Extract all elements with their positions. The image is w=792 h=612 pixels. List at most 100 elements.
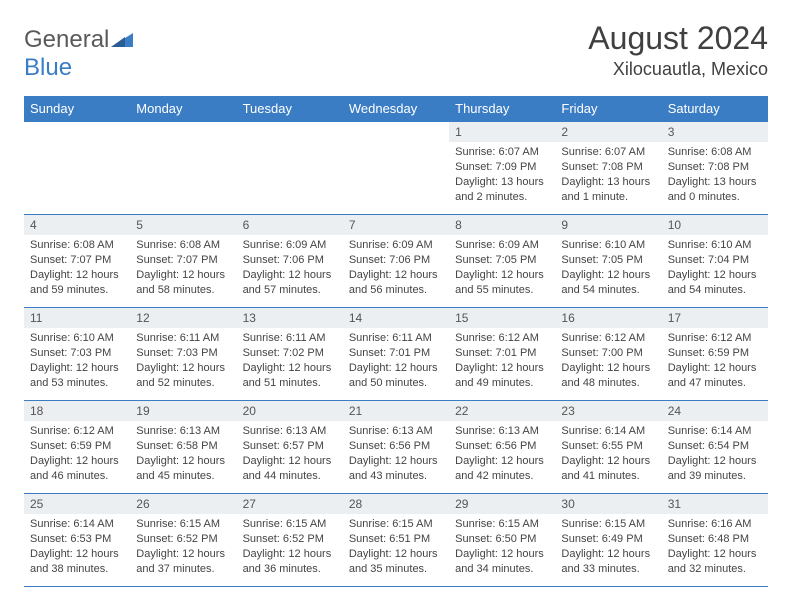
daylight-line: Daylight: 12 hours and 59 minutes. [30, 268, 124, 298]
day-number: 23 [555, 401, 661, 421]
day-number: 5 [130, 215, 236, 235]
calendar-cell: 12Sunrise: 6:11 AMSunset: 7:03 PMDayligh… [130, 308, 236, 401]
sunset-line: Sunset: 7:03 PM [30, 346, 124, 361]
sunset-line: Sunset: 7:09 PM [455, 160, 549, 175]
day-details: Sunrise: 6:08 AMSunset: 7:07 PMDaylight:… [24, 235, 130, 301]
sunrise-line: Sunrise: 6:11 AM [136, 331, 230, 346]
day-details: Sunrise: 6:13 AMSunset: 6:57 PMDaylight:… [237, 421, 343, 487]
sunset-line: Sunset: 6:58 PM [136, 439, 230, 454]
calendar-week-row: 1Sunrise: 6:07 AMSunset: 7:09 PMDaylight… [24, 122, 768, 215]
day-number: 19 [130, 401, 236, 421]
sunrise-line: Sunrise: 6:07 AM [455, 145, 549, 160]
calendar-cell: 26Sunrise: 6:15 AMSunset: 6:52 PMDayligh… [130, 494, 236, 587]
calendar-cell: 1Sunrise: 6:07 AMSunset: 7:09 PMDaylight… [449, 122, 555, 215]
calendar-cell: 9Sunrise: 6:10 AMSunset: 7:05 PMDaylight… [555, 215, 661, 308]
brand-part2: Blue [24, 54, 72, 81]
calendar-cell [130, 122, 236, 215]
sunrise-line: Sunrise: 6:09 AM [243, 238, 337, 253]
sunset-line: Sunset: 7:07 PM [30, 253, 124, 268]
sunrise-line: Sunrise: 6:08 AM [136, 238, 230, 253]
daylight-line: Daylight: 12 hours and 51 minutes. [243, 361, 337, 391]
calendar-cell: 24Sunrise: 6:14 AMSunset: 6:54 PMDayligh… [662, 401, 768, 494]
day-details: Sunrise: 6:11 AMSunset: 7:02 PMDaylight:… [237, 328, 343, 394]
sunrise-line: Sunrise: 6:14 AM [561, 424, 655, 439]
sunrise-line: Sunrise: 6:13 AM [136, 424, 230, 439]
sunset-line: Sunset: 6:52 PM [136, 532, 230, 547]
day-number: 9 [555, 215, 661, 235]
daylight-line: Daylight: 12 hours and 42 minutes. [455, 454, 549, 484]
daylight-line: Daylight: 12 hours and 37 minutes. [136, 547, 230, 577]
weekday-header: Thursday [449, 96, 555, 122]
sunrise-line: Sunrise: 6:08 AM [668, 145, 762, 160]
sunrise-line: Sunrise: 6:13 AM [349, 424, 443, 439]
sunrise-line: Sunrise: 6:08 AM [30, 238, 124, 253]
sunrise-line: Sunrise: 6:12 AM [668, 331, 762, 346]
title-block: August 2024 Xilocuautla, Mexico [588, 20, 768, 80]
day-number: 17 [662, 308, 768, 328]
daylight-line: Daylight: 12 hours and 39 minutes. [668, 454, 762, 484]
calendar-week-row: 25Sunrise: 6:14 AMSunset: 6:53 PMDayligh… [24, 494, 768, 587]
sunrise-line: Sunrise: 6:15 AM [136, 517, 230, 532]
day-details: Sunrise: 6:16 AMSunset: 6:48 PMDaylight:… [662, 514, 768, 580]
calendar-table: SundayMondayTuesdayWednesdayThursdayFrid… [24, 96, 768, 587]
calendar-cell: 4Sunrise: 6:08 AMSunset: 7:07 PMDaylight… [24, 215, 130, 308]
day-number: 20 [237, 401, 343, 421]
calendar-cell [24, 122, 130, 215]
day-details: Sunrise: 6:09 AMSunset: 7:06 PMDaylight:… [237, 235, 343, 301]
day-details: Sunrise: 6:13 AMSunset: 6:56 PMDaylight:… [343, 421, 449, 487]
header: GeneralBlue August 2024 Xilocuautla, Mex… [24, 20, 768, 82]
calendar-cell: 27Sunrise: 6:15 AMSunset: 6:52 PMDayligh… [237, 494, 343, 587]
weekday-header: Tuesday [237, 96, 343, 122]
calendar-cell: 16Sunrise: 6:12 AMSunset: 7:00 PMDayligh… [555, 308, 661, 401]
sunrise-line: Sunrise: 6:14 AM [668, 424, 762, 439]
calendar-cell: 5Sunrise: 6:08 AMSunset: 7:07 PMDaylight… [130, 215, 236, 308]
daylight-line: Daylight: 13 hours and 1 minute. [561, 175, 655, 205]
daylight-line: Daylight: 12 hours and 46 minutes. [30, 454, 124, 484]
calendar-cell: 14Sunrise: 6:11 AMSunset: 7:01 PMDayligh… [343, 308, 449, 401]
calendar-cell: 15Sunrise: 6:12 AMSunset: 7:01 PMDayligh… [449, 308, 555, 401]
daylight-line: Daylight: 12 hours and 32 minutes. [668, 547, 762, 577]
sunrise-line: Sunrise: 6:11 AM [349, 331, 443, 346]
brand-text: GeneralBlue [24, 26, 133, 82]
day-details: Sunrise: 6:15 AMSunset: 6:52 PMDaylight:… [237, 514, 343, 580]
sunset-line: Sunset: 6:59 PM [668, 346, 762, 361]
day-details: Sunrise: 6:08 AMSunset: 7:08 PMDaylight:… [662, 142, 768, 208]
day-details: Sunrise: 6:10 AMSunset: 7:04 PMDaylight:… [662, 235, 768, 301]
sunrise-line: Sunrise: 6:13 AM [243, 424, 337, 439]
sunrise-line: Sunrise: 6:15 AM [243, 517, 337, 532]
daylight-line: Daylight: 12 hours and 56 minutes. [349, 268, 443, 298]
sunrise-line: Sunrise: 6:07 AM [561, 145, 655, 160]
sunset-line: Sunset: 6:57 PM [243, 439, 337, 454]
brand-triangle-icon [111, 26, 133, 53]
calendar-cell: 7Sunrise: 6:09 AMSunset: 7:06 PMDaylight… [343, 215, 449, 308]
day-number: 30 [555, 494, 661, 514]
day-details: Sunrise: 6:10 AMSunset: 7:03 PMDaylight:… [24, 328, 130, 394]
sunset-line: Sunset: 7:01 PM [349, 346, 443, 361]
day-number: 2 [555, 122, 661, 142]
day-details: Sunrise: 6:12 AMSunset: 7:01 PMDaylight:… [449, 328, 555, 394]
calendar-cell: 11Sunrise: 6:10 AMSunset: 7:03 PMDayligh… [24, 308, 130, 401]
daylight-line: Daylight: 12 hours and 45 minutes. [136, 454, 230, 484]
daylight-line: Daylight: 12 hours and 55 minutes. [455, 268, 549, 298]
sunrise-line: Sunrise: 6:10 AM [668, 238, 762, 253]
daylight-line: Daylight: 12 hours and 58 minutes. [136, 268, 230, 298]
day-details: Sunrise: 6:15 AMSunset: 6:52 PMDaylight:… [130, 514, 236, 580]
sunset-line: Sunset: 6:54 PM [668, 439, 762, 454]
daylight-line: Daylight: 12 hours and 53 minutes. [30, 361, 124, 391]
calendar-week-row: 11Sunrise: 6:10 AMSunset: 7:03 PMDayligh… [24, 308, 768, 401]
daylight-line: Daylight: 12 hours and 34 minutes. [455, 547, 549, 577]
day-details: Sunrise: 6:14 AMSunset: 6:54 PMDaylight:… [662, 421, 768, 487]
day-details: Sunrise: 6:11 AMSunset: 7:03 PMDaylight:… [130, 328, 236, 394]
calendar-cell: 18Sunrise: 6:12 AMSunset: 6:59 PMDayligh… [24, 401, 130, 494]
day-details: Sunrise: 6:11 AMSunset: 7:01 PMDaylight:… [343, 328, 449, 394]
day-number: 14 [343, 308, 449, 328]
location-label: Xilocuautla, Mexico [588, 59, 768, 80]
day-number: 21 [343, 401, 449, 421]
brand-logo: GeneralBlue [24, 20, 133, 82]
sunset-line: Sunset: 7:05 PM [455, 253, 549, 268]
sunset-line: Sunset: 6:56 PM [349, 439, 443, 454]
day-details: Sunrise: 6:08 AMSunset: 7:07 PMDaylight:… [130, 235, 236, 301]
weekday-header: Wednesday [343, 96, 449, 122]
day-number: 28 [343, 494, 449, 514]
day-details: Sunrise: 6:14 AMSunset: 6:53 PMDaylight:… [24, 514, 130, 580]
